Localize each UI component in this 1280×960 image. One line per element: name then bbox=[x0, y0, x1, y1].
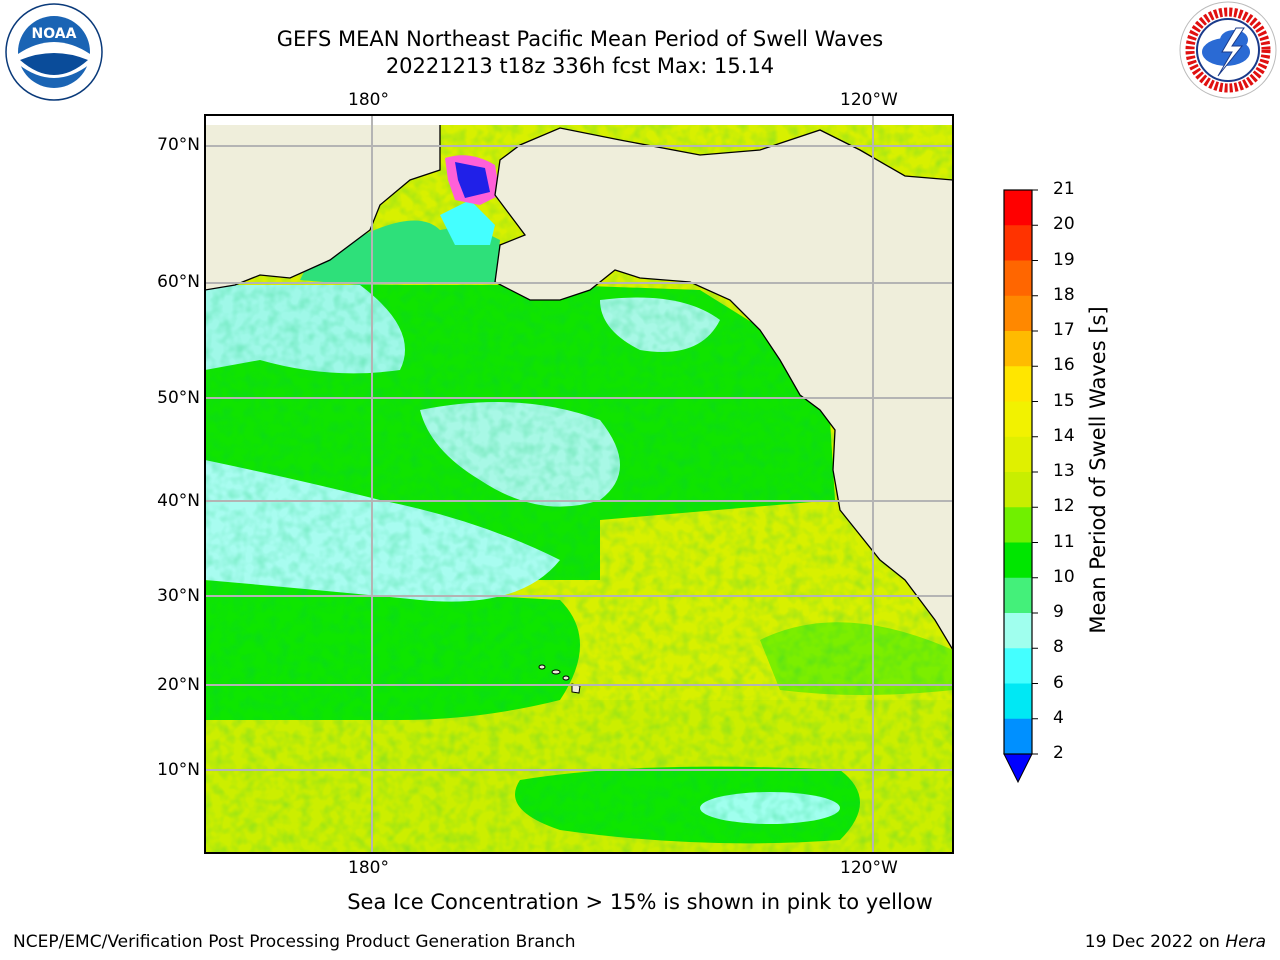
lat-label-20n: 20°N bbox=[157, 675, 200, 695]
colorbar-segment bbox=[1004, 260, 1032, 297]
colorbar-tick-label: 18 bbox=[1053, 284, 1075, 305]
footer-host: Hera bbox=[1225, 932, 1266, 952]
bottom-lon-label-120w: 120°W bbox=[840, 858, 898, 878]
colorbar-tick-label: 10 bbox=[1053, 566, 1075, 587]
graticule bbox=[205, 115, 953, 853]
bottom-lon-label-180: 180° bbox=[348, 858, 389, 878]
top-lon-label-120w: 120°W bbox=[840, 90, 898, 110]
colorbar-tick-label: 19 bbox=[1053, 249, 1075, 270]
map-title: GEFS MEAN Northeast Pacific Mean Period … bbox=[276, 27, 884, 51]
noaa-logo-icon: NOAA bbox=[5, 3, 103, 101]
colorbar-tick-label: 15 bbox=[1053, 390, 1075, 411]
colorbar-segment bbox=[1004, 331, 1032, 367]
colorbar-tick-label: 14 bbox=[1053, 425, 1075, 446]
colorbar-tick-label: 17 bbox=[1053, 320, 1075, 340]
colorbar-tick-label: 2 bbox=[1053, 743, 1064, 763]
colorbar-segment bbox=[1004, 613, 1032, 649]
colorbar-tick-label: 6 bbox=[1053, 672, 1064, 693]
colorbar-tick-label: 21 bbox=[1053, 179, 1075, 199]
colorbar-tick-label: 13 bbox=[1053, 461, 1075, 481]
colorbar-segment bbox=[1004, 190, 1032, 226]
colorbar-segment bbox=[1004, 366, 1032, 402]
noaa-logo-text: NOAA bbox=[32, 26, 77, 42]
siberia-land bbox=[205, 115, 441, 291]
map-frame bbox=[204, 114, 954, 854]
colorbar-tick-label: 12 bbox=[1053, 496, 1075, 517]
lat-label-30n: 30°N bbox=[157, 586, 200, 606]
lat-label-70n: 70°N bbox=[157, 135, 200, 155]
colorbar-segment bbox=[1004, 683, 1032, 720]
colorbar-segment bbox=[1004, 542, 1032, 579]
colorbar-tick-label: 16 bbox=[1053, 355, 1075, 376]
lat-label-60n: 60°N bbox=[157, 272, 200, 292]
nws-logo-icon bbox=[1179, 1, 1277, 99]
colorbar-segment bbox=[1004, 648, 1032, 684]
colorbar-segment bbox=[1004, 295, 1032, 332]
polar-cap bbox=[205, 115, 953, 125]
bering-sea bbox=[300, 220, 500, 285]
colorbar-tick-label: 4 bbox=[1053, 707, 1064, 728]
colorbar-tick-label: 11 bbox=[1053, 531, 1075, 552]
colorbar-segment bbox=[1004, 472, 1032, 508]
sea-ice-note: Sea Ice Concentration > 15% is shown in … bbox=[0, 890, 1280, 914]
sea-ice-note-text: Sea Ice Concentration > 15% is shown in … bbox=[347, 890, 933, 914]
colorbar-tick-label: 9 bbox=[1053, 602, 1064, 622]
colorbar-extend-arrow bbox=[1003, 753, 1033, 784]
colorbar-segment bbox=[1004, 507, 1032, 543]
colorbar-segment bbox=[1004, 577, 1032, 614]
lat-label-50n: 50°N bbox=[157, 388, 200, 408]
top-lon-label-180: 180° bbox=[348, 90, 389, 110]
map-subtitle: 20221213 t18z 336h fcst Max: 15.14 bbox=[385, 54, 775, 78]
colorbar-tick-label: 8 bbox=[1053, 637, 1064, 658]
colorbar-segment bbox=[1004, 401, 1032, 438]
footer-date: 19 Dec 2022 on bbox=[1084, 932, 1226, 952]
lat-label-10n: 10°N bbox=[157, 760, 200, 780]
colorbar-tick-label: 20 bbox=[1053, 214, 1075, 235]
colorbar-segment bbox=[1004, 225, 1032, 261]
footer-right: 19 Dec 2022 on Hera bbox=[1085, 932, 1266, 952]
colorbar-title: Mean Period of Swell Waves [s] bbox=[1086, 306, 1110, 634]
chukchi-deep bbox=[455, 162, 490, 198]
colorbar-segment bbox=[1004, 718, 1032, 755]
footer-left: NCEP/EMC/Verification Post Processing Pr… bbox=[13, 932, 576, 952]
bering-strait-cyan bbox=[440, 200, 495, 245]
lat-label-40n: 40°N bbox=[157, 491, 200, 511]
colorbar-segment bbox=[1004, 436, 1032, 473]
